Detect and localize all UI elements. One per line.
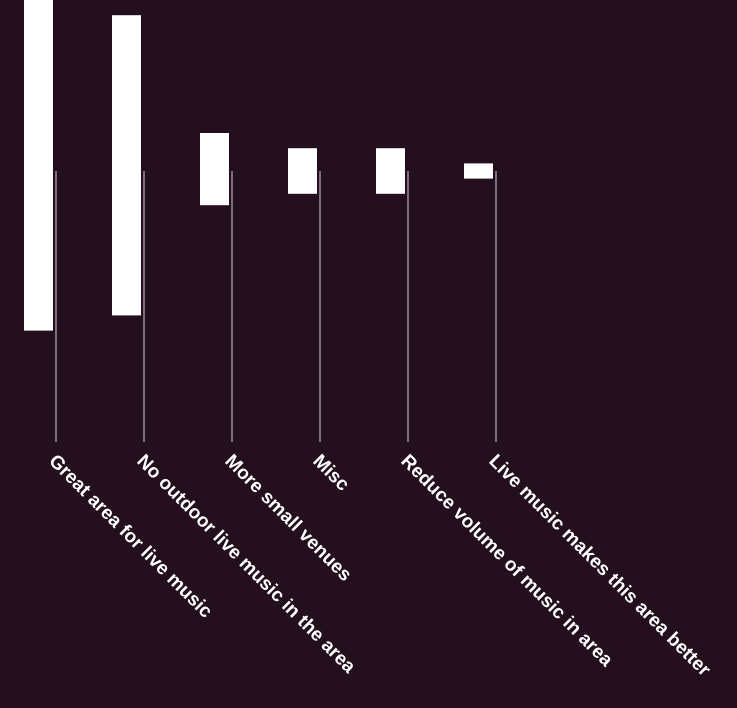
bar-1 (112, 15, 141, 316)
bar-4 (376, 148, 405, 194)
category-label-3: Misc (308, 451, 353, 496)
bar-0 (24, 0, 53, 331)
bar-5 (464, 163, 493, 179)
category-label-0: Great area for live music (44, 451, 216, 623)
bar-3 (288, 148, 317, 194)
bars (24, 0, 493, 331)
stems (55, 171, 497, 442)
bar-2 (200, 133, 229, 206)
